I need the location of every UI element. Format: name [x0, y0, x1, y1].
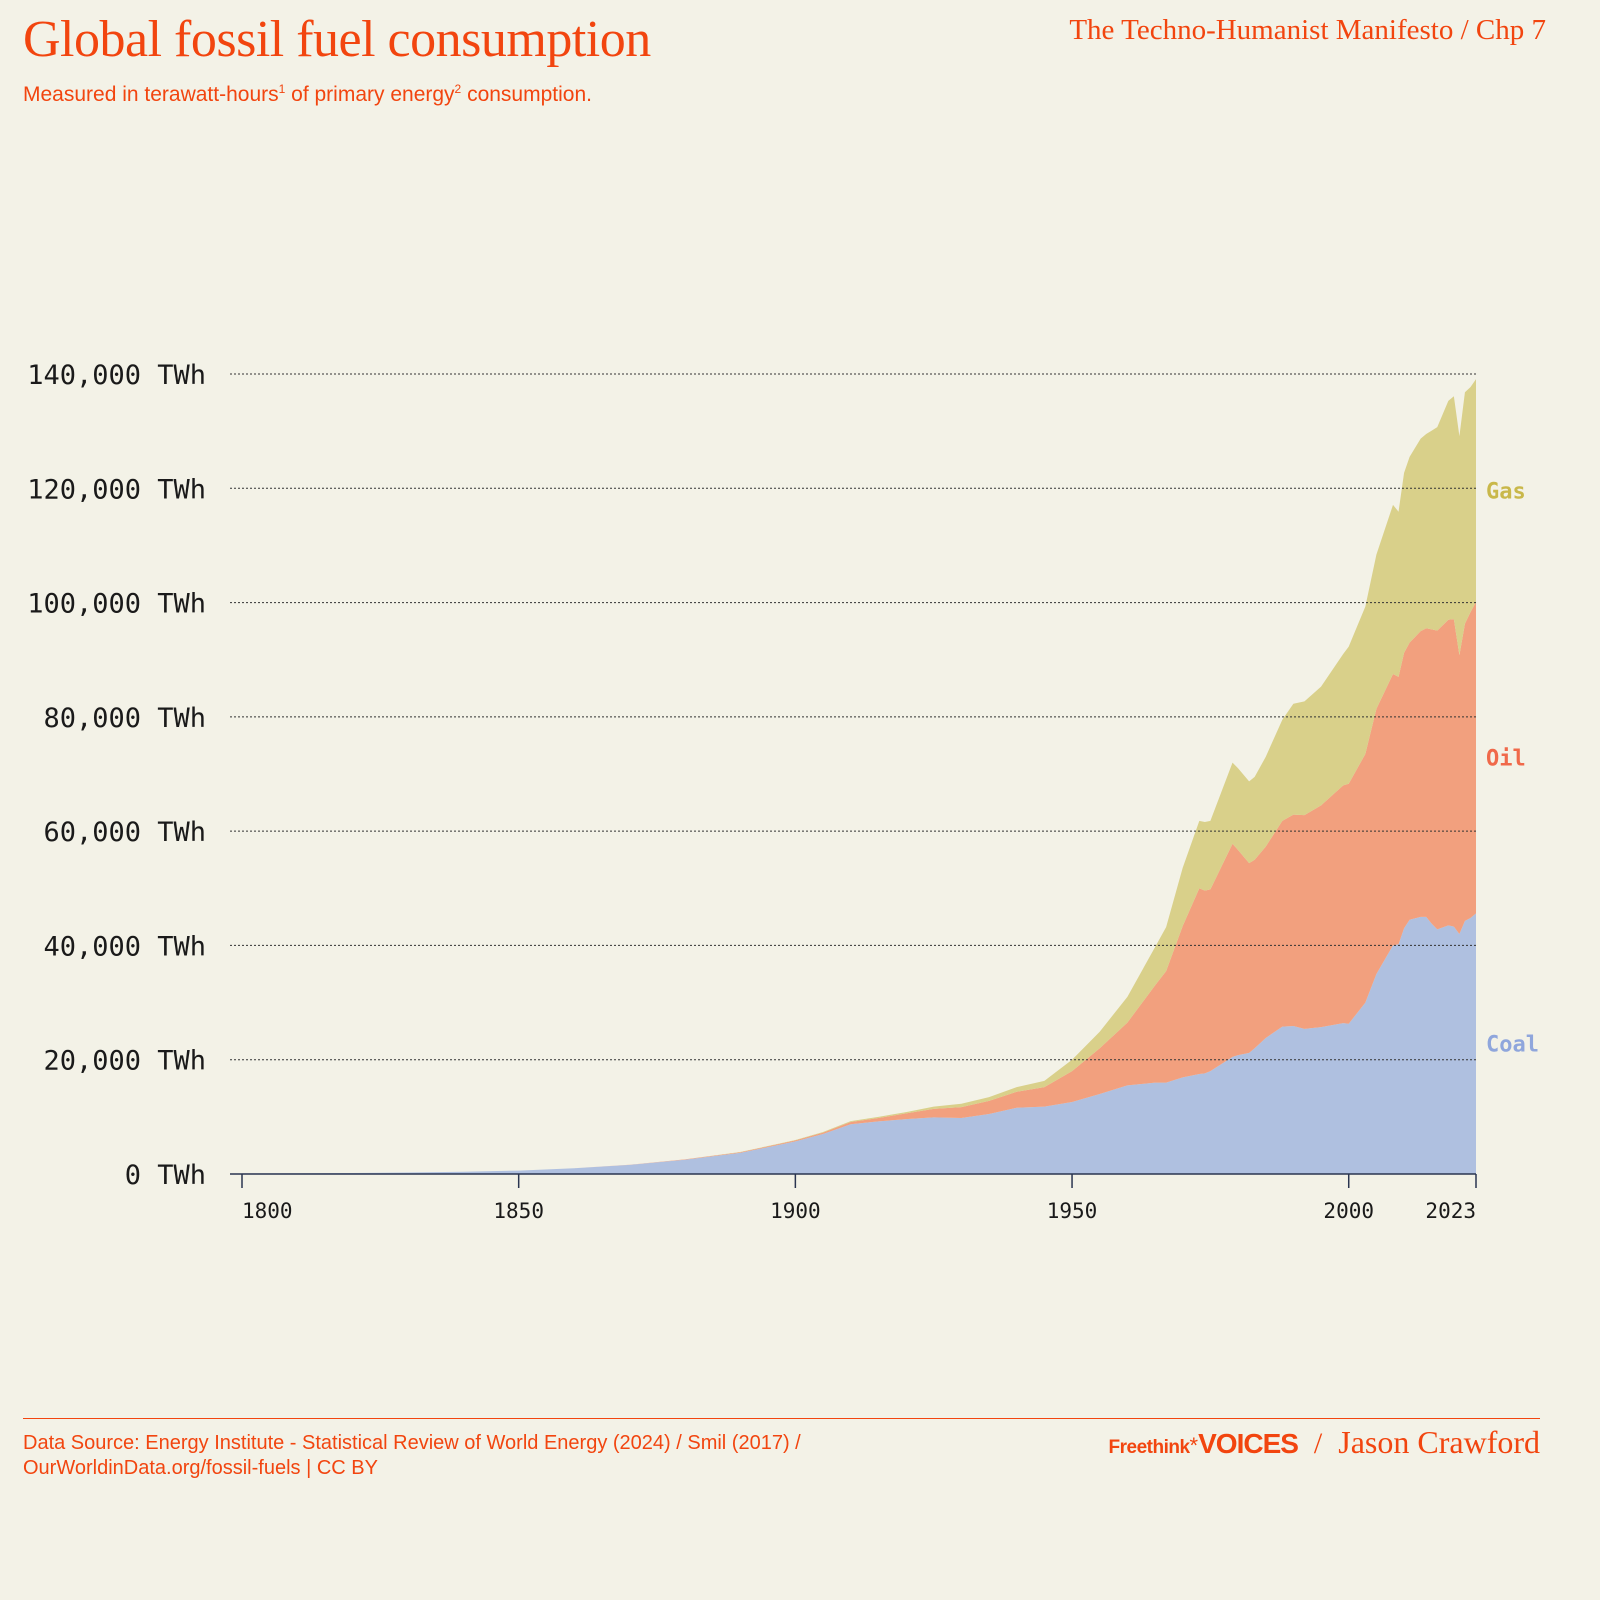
y-tick-label: 20,000 TWh [43, 1046, 206, 1077]
y-tick-label: 40,000 TWh [43, 931, 206, 962]
series-reference: The Techno-Humanist Manifesto / Chp 7 [1069, 14, 1546, 46]
data-source: Data Source: Energy Institute - Statisti… [23, 1431, 983, 1481]
voices-logo: VOICES [1198, 1428, 1299, 1459]
x-tick-label: 1800 [242, 1199, 293, 1223]
brand-separator: / [1313, 1427, 1323, 1460]
y-tick-label: 100,000 TWh [27, 589, 206, 620]
source-line-1: Data Source: Energy Institute - Statisti… [23, 1432, 801, 1454]
brand-signature: Freethink * VOICES / Jason Crawford [1109, 1424, 1540, 1461]
series-label-oil: Oil [1486, 747, 1526, 772]
x-tick-label: 1850 [493, 1199, 544, 1223]
x-tick-label: 2023 [1425, 1199, 1476, 1223]
freethink-logo: Freethink [1108, 1437, 1191, 1458]
area-coal [242, 913, 1476, 1174]
footnote-2: 2 [454, 82, 462, 96]
series-label-coal: Coal [1486, 1033, 1539, 1058]
footer-divider [23, 1418, 1540, 1419]
y-tick-label: 0 TWh [125, 1160, 206, 1191]
y-tick-label: 80,000 TWh [43, 703, 206, 734]
y-tick-label: 120,000 TWh [27, 474, 206, 505]
subtitle-text: of primary energy [285, 83, 455, 106]
asterisk-icon: * [1189, 1433, 1199, 1458]
chart-subtitle: Measured in terawatt-hours1 of primary e… [23, 82, 592, 107]
x-tick-label: 1950 [1047, 1199, 1098, 1223]
series-label-gas: Gas [1486, 480, 1526, 505]
x-tick-label: 2000 [1323, 1199, 1374, 1223]
y-tick-label: 140,000 TWh [27, 360, 206, 391]
chart-title: Global fossil fuel consumption [23, 11, 651, 68]
source-line-2[interactable]: OurWorldinData.org/fossil-fuels | CC BY [23, 1457, 378, 1479]
x-tick-label: 1900 [770, 1199, 821, 1223]
subtitle-text: Measured in terawatt-hours [23, 83, 279, 106]
subtitle-text: consumption. [461, 83, 592, 106]
y-tick-label: 60,000 TWh [43, 817, 206, 848]
area-oil [242, 602, 1476, 1174]
author-name: Jason Crawford [1338, 1424, 1540, 1460]
area-gas [242, 379, 1476, 1174]
footnote-1: 1 [278, 82, 286, 96]
